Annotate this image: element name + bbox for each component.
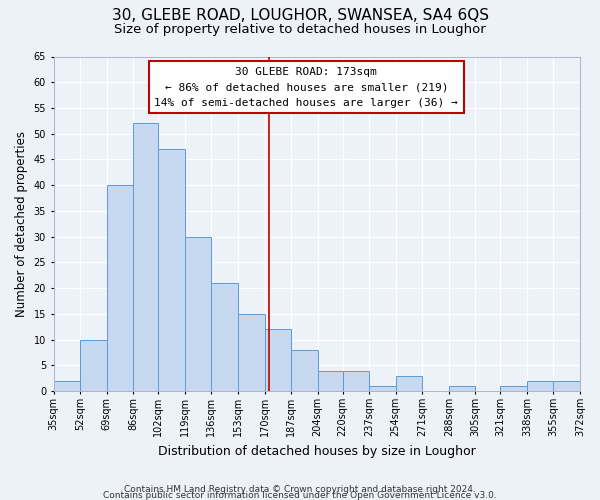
Bar bbox=[553, 381, 580, 391]
Text: Contains public sector information licensed under the Open Government Licence v3: Contains public sector information licen… bbox=[103, 491, 497, 500]
Bar bbox=[158, 149, 185, 391]
Bar bbox=[265, 330, 291, 391]
Bar bbox=[291, 350, 317, 391]
Bar bbox=[317, 370, 343, 391]
Bar bbox=[527, 381, 553, 391]
Text: Size of property relative to detached houses in Loughor: Size of property relative to detached ho… bbox=[114, 22, 486, 36]
X-axis label: Distribution of detached houses by size in Loughor: Distribution of detached houses by size … bbox=[158, 444, 476, 458]
Bar bbox=[133, 124, 158, 391]
Bar bbox=[238, 314, 265, 391]
Bar bbox=[53, 381, 80, 391]
Bar bbox=[211, 283, 238, 391]
Bar bbox=[500, 386, 527, 391]
Bar bbox=[369, 386, 396, 391]
Bar bbox=[396, 376, 422, 391]
Y-axis label: Number of detached properties: Number of detached properties bbox=[15, 131, 28, 317]
Bar bbox=[449, 386, 475, 391]
Bar bbox=[107, 185, 133, 391]
Bar bbox=[80, 340, 107, 391]
Text: 30, GLEBE ROAD, LOUGHOR, SWANSEA, SA4 6QS: 30, GLEBE ROAD, LOUGHOR, SWANSEA, SA4 6Q… bbox=[112, 8, 488, 22]
Text: Contains HM Land Registry data © Crown copyright and database right 2024.: Contains HM Land Registry data © Crown c… bbox=[124, 485, 476, 494]
Text: 30 GLEBE ROAD: 173sqm
← 86% of detached houses are smaller (219)
14% of semi-det: 30 GLEBE ROAD: 173sqm ← 86% of detached … bbox=[154, 66, 458, 108]
Bar bbox=[343, 370, 369, 391]
Bar bbox=[185, 236, 211, 391]
